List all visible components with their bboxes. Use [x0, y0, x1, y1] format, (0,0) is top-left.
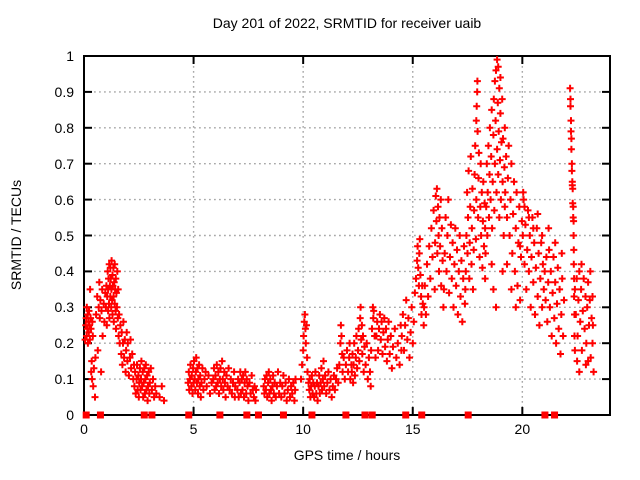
zero-marker — [361, 411, 369, 419]
y-tick-label: 0.8 — [54, 119, 74, 136]
x-tick-label: 5 — [189, 421, 198, 437]
chart-title: Day 201 of 2022, SRMTID for receiver uai… — [212, 15, 482, 31]
zero-marker — [541, 411, 549, 419]
zero-marker — [402, 411, 410, 419]
scatter-points — [81, 56, 598, 405]
y-tick-label: 0.4 — [54, 263, 74, 280]
zero-marker — [308, 411, 316, 419]
zero-marker — [148, 411, 156, 419]
zero-marker — [185, 411, 193, 419]
x-tick-label: 15 — [404, 421, 421, 437]
zero-marker — [464, 411, 472, 419]
zero-marker — [140, 411, 148, 419]
zero-marker — [82, 411, 90, 419]
y-tick-label: 0.7 — [54, 155, 74, 172]
zero-marker — [96, 411, 104, 419]
y-tick-label: 0.1 — [54, 371, 74, 388]
zero-marker — [243, 411, 251, 419]
zero-marker — [368, 411, 376, 419]
y-tick-label: 0.9 — [54, 83, 74, 100]
zero-marker — [418, 411, 426, 419]
zero-marker — [551, 411, 559, 419]
zero-marker — [342, 411, 350, 419]
zero-marker — [216, 411, 224, 419]
x-axis-label: GPS time / hours — [293, 447, 401, 463]
y-tick-label: 0.5 — [54, 227, 74, 244]
y-tick-label: 0.6 — [54, 191, 74, 208]
y-tick-label: 0.3 — [54, 299, 74, 316]
y-tick-label: 0.2 — [54, 335, 74, 352]
y-tick-label: 1 — [66, 48, 74, 64]
x-tick-label: 20 — [514, 421, 531, 437]
zero-marker — [254, 411, 262, 419]
x-tick-label: 10 — [295, 421, 311, 437]
zero-marker — [279, 411, 287, 419]
x-tick-label: 0 — [80, 421, 88, 437]
y-tick-label: 0 — [66, 407, 74, 423]
